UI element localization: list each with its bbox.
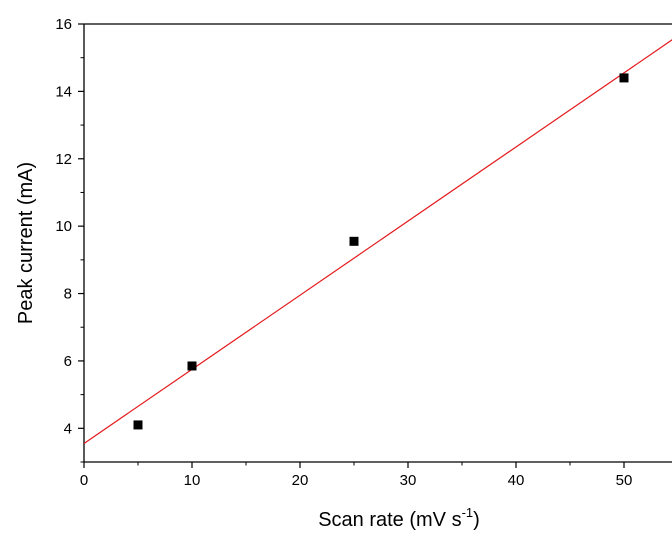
y-axis-title: Peak current (mA): [15, 162, 37, 324]
fit-line: [84, 39, 672, 444]
y-ticks: 4 6 8 10 12 14 16: [55, 16, 84, 463]
x-axis-title-main: Scan rate (mV s: [318, 509, 461, 531]
y-tick-label: 6: [64, 353, 72, 370]
plot-frame: [83, 23, 672, 463]
x-tick-label: 40: [508, 472, 525, 489]
x-tick-label: 30: [400, 472, 417, 489]
data-point: [619, 73, 629, 83]
y-tick-label: 8: [64, 286, 72, 303]
y-tick-label: 16: [55, 16, 72, 33]
x-axis-title-superscript: -1: [462, 505, 474, 520]
data-point: [187, 361, 197, 371]
data-points: [133, 73, 629, 430]
x-tick-label: 10: [184, 472, 201, 489]
x-tick-label: 20: [292, 472, 309, 489]
y-tick-label: 12: [55, 151, 72, 168]
y-tick-label: 4: [64, 420, 72, 437]
x-ticks: 0 10 20 30 40 50: [80, 462, 633, 489]
y-tick-label: 10: [55, 218, 72, 235]
x-tick-label: 0: [80, 472, 88, 489]
data-point: [349, 236, 359, 246]
x-axis-title-suffix: ): [473, 509, 480, 531]
y-tick-label: 14: [55, 83, 72, 100]
data-point: [133, 420, 143, 430]
x-tick-label: 50: [616, 472, 633, 489]
x-axis-title: Scan rate (mV s-1): [318, 505, 480, 531]
